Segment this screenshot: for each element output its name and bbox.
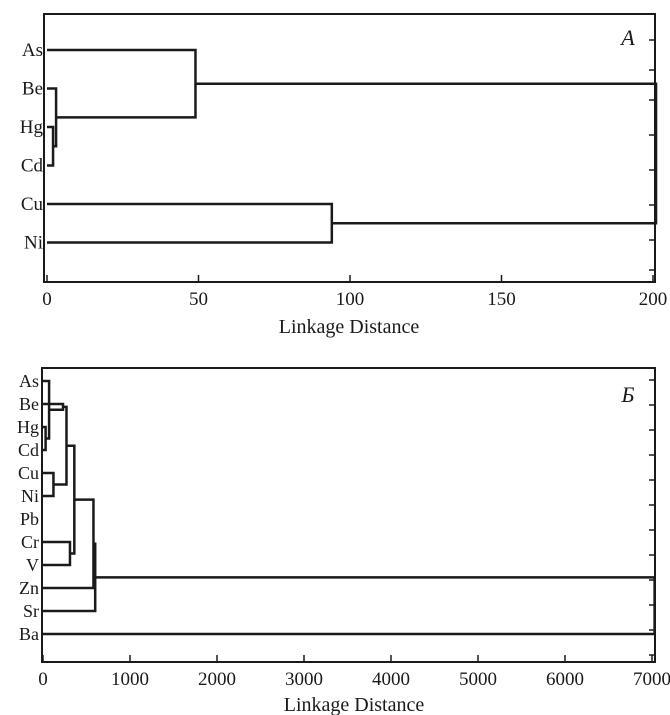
x-axis-tick-labels: 0 50 100 150 200 [42, 289, 667, 310]
leaf-label: V [26, 555, 39, 575]
x-tick-label: 0 [38, 669, 48, 690]
leaf-label: Cu [21, 194, 44, 215]
leaf-label: Be [22, 79, 43, 100]
leaf-labels: As Be Hg Cd Cu Ni [20, 40, 44, 254]
leaf-label: Pb [20, 509, 39, 529]
leaf-label: Cd [21, 156, 44, 177]
dendrogram-tree [43, 379, 656, 636]
cluster-link [53, 405, 68, 486]
leaf-label: Sr [23, 601, 39, 621]
x-axis-ticks [42, 379, 655, 662]
dendrogram-panel-b: As Be Hg Cd Cu Ni Pb Cr V Zn Sr Ba 0 1000 2000 3000 400… [17, 367, 670, 715]
x-tick-label: 0 [42, 289, 52, 310]
panel-label: Б [621, 382, 635, 407]
x-tick-label: 50 [189, 289, 208, 310]
leaf-label: Ba [19, 624, 39, 644]
dendrogram-panel-a: As Be Hg Cd Cu Ni 0 50 100 150 200 A Linkage Dist… [20, 13, 667, 338]
leaf-label: Ni [21, 486, 39, 506]
cluster-link [43, 402, 65, 411]
leaf-label: Cu [18, 463, 39, 483]
x-tick-label: 5000 [459, 669, 497, 690]
x-tick-label: 4000 [372, 669, 410, 690]
x-tick-label: 7000 [633, 669, 670, 690]
x-axis-tick-labels: 0 1000 2000 3000 4000 5000 6000 7000 [38, 669, 670, 690]
leaf-label: Ni [24, 233, 43, 254]
leaf-labels: As Be Hg Cd Cu Ni Pb Cr V Zn Sr Ba [17, 371, 39, 644]
x-axis-ticks [46, 39, 655, 282]
x-axis-label: Linkage Distance [279, 316, 420, 338]
x-tick-label: 150 [487, 289, 516, 310]
cluster-link [47, 202, 334, 244]
dendrogram-tree [47, 48, 658, 244]
leaf-label: As [19, 371, 39, 391]
cluster-link [43, 576, 656, 636]
leaf-label: Cr [21, 532, 39, 552]
x-axis-label: Linkage Distance [284, 694, 425, 715]
x-tick-label: 1000 [111, 669, 149, 690]
leaf-label: Hg [20, 117, 44, 138]
panel-label: A [619, 25, 635, 50]
cluster-link [43, 425, 47, 452]
cluster-link [47, 87, 58, 148]
cluster-link [47, 125, 55, 167]
leaf-label: Hg [17, 417, 39, 437]
cluster-link [47, 48, 197, 119]
cluster-link [43, 471, 55, 498]
leaf-label: As [22, 40, 43, 61]
x-tick-label: 200 [639, 289, 668, 310]
x-tick-label: 6000 [546, 669, 584, 690]
cluster-link [195, 82, 658, 225]
x-tick-label: 3000 [285, 669, 323, 690]
leaf-label: Be [19, 394, 39, 414]
x-tick-label: 2000 [198, 669, 236, 690]
cluster-link [43, 498, 95, 590]
leaf-label: Zn [19, 578, 39, 598]
cluster-link [43, 540, 72, 567]
leaf-label: Cd [18, 440, 39, 460]
x-tick-label: 100 [336, 289, 365, 310]
plot-frame [41, 367, 656, 663]
